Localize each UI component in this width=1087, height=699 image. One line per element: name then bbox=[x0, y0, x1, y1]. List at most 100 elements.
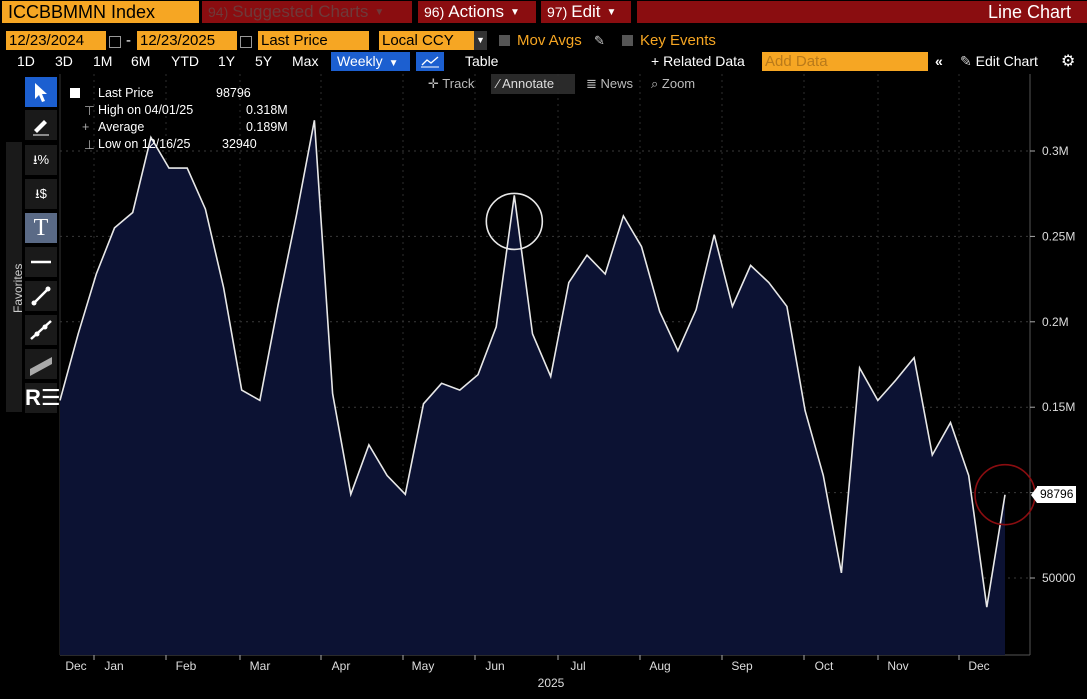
annotate-tool[interactable]: ⁄ Annotate bbox=[491, 74, 575, 94]
x-axis: Dec Jan Feb Mar Apr May Jun Jul Aug Sep Oct Nov Dec 2… bbox=[65, 655, 990, 690]
start-date-input[interactable]: 12/23/2024 bbox=[6, 31, 106, 50]
x-tick-label: Jun bbox=[485, 659, 504, 673]
price-line bbox=[59, 120, 1006, 608]
average-marker-icon: + bbox=[82, 120, 90, 134]
x-tick-label: Sep bbox=[731, 659, 753, 673]
chevron-down-icon[interactable]: ▼ bbox=[474, 31, 487, 50]
ticker-field[interactable]: ICCBBMMN Index bbox=[2, 1, 199, 23]
news-label: News bbox=[600, 76, 634, 91]
zoom-tool[interactable]: ⌕ Zoom bbox=[651, 75, 695, 93]
mov-avgs-checkbox[interactable] bbox=[499, 35, 510, 46]
range-ytd[interactable]: YTD bbox=[171, 53, 199, 69]
add-data-input[interactable]: Add Data bbox=[762, 52, 928, 71]
actions-label: Actions bbox=[448, 2, 504, 21]
ray-line-icon[interactable] bbox=[25, 315, 57, 345]
crosshair-icon: ✛ bbox=[428, 76, 439, 91]
x-tick-label: Oct bbox=[815, 659, 834, 673]
legend-last-value: 98796 bbox=[216, 86, 251, 100]
suggested-num: 94) bbox=[208, 4, 229, 20]
suggested-charts-menu[interactable]: 94) Suggested Charts ▼ bbox=[202, 1, 412, 23]
frequency-label: Weekly bbox=[337, 53, 383, 69]
range-max[interactable]: Max bbox=[292, 53, 319, 69]
percent-change-icon[interactable]: ⭳% bbox=[25, 145, 57, 175]
legend-high-value: 0.318M bbox=[246, 103, 288, 117]
favorites-bar[interactable] bbox=[6, 142, 22, 412]
edit-label: Edit bbox=[571, 2, 601, 21]
annotate-label: Annotate bbox=[502, 76, 555, 91]
range-6m[interactable]: 6M bbox=[131, 53, 151, 69]
calendar-icon[interactable] bbox=[240, 36, 252, 48]
edit-chart-button[interactable]: ✎ Edit Chart bbox=[960, 52, 1038, 71]
y-tick-label: 50000 bbox=[1042, 571, 1076, 585]
suggested-label: Suggested Charts bbox=[232, 2, 369, 21]
x-tick-label: Dec bbox=[65, 659, 86, 673]
pencil-icon: ✎ bbox=[960, 53, 972, 69]
range-1d[interactable]: 1D bbox=[17, 53, 35, 69]
price-area bbox=[60, 120, 1005, 656]
title-bar: ICCBBMMN Index 94) Suggested Charts ▼ 96) A… bbox=[0, 0, 1087, 25]
mov-avgs-label[interactable]: Mov Avgs bbox=[517, 32, 582, 49]
price-change-icon[interactable]: ⭳$ bbox=[25, 179, 57, 209]
gear-icon[interactable]: ⚙ bbox=[1061, 53, 1076, 70]
field-select[interactable]: Last Price bbox=[258, 31, 369, 50]
calendar-icon[interactable] bbox=[109, 36, 121, 48]
edit-menu[interactable]: 97) Edit ▼ bbox=[541, 1, 631, 23]
collapse-icon[interactable]: « bbox=[935, 53, 943, 69]
horizontal-line-icon[interactable] bbox=[25, 247, 57, 277]
y-tick-label: 0.2M bbox=[1042, 315, 1069, 329]
x-tick-label: May bbox=[412, 659, 435, 673]
track-tool[interactable]: ✛ Track bbox=[428, 75, 474, 93]
end-date-input[interactable]: 12/23/2025 bbox=[137, 31, 237, 50]
x-tick-label: Feb bbox=[176, 659, 197, 673]
x-tick-label: Jul bbox=[570, 659, 585, 673]
legend-average-value: 0.189M bbox=[246, 120, 288, 134]
zoom-label: Zoom bbox=[661, 76, 696, 91]
range-1y[interactable]: 1Y bbox=[218, 53, 236, 69]
table-button[interactable]: Table bbox=[465, 53, 499, 69]
date-separator: - bbox=[126, 32, 131, 49]
y-tick-label: 0.3M bbox=[1042, 144, 1069, 158]
text-tool-icon[interactable]: T bbox=[25, 213, 57, 243]
x-tick-label: Jan bbox=[104, 659, 123, 673]
related-data-button[interactable]: + Related Data bbox=[651, 53, 745, 69]
legend-low-label: Low on 12/16/25 bbox=[98, 137, 191, 151]
currency-select[interactable]: Local CCY bbox=[379, 31, 487, 50]
caret-down-icon: ▼ bbox=[606, 7, 617, 18]
legend-high-label: High on 04/01/25 bbox=[98, 103, 194, 117]
y-tick-label: 0.15M bbox=[1042, 400, 1075, 414]
cursor-icon[interactable] bbox=[25, 77, 57, 107]
channel-icon[interactable] bbox=[25, 349, 57, 379]
line-chart-icon[interactable] bbox=[416, 52, 444, 71]
caret-down-icon: ▼ bbox=[374, 7, 385, 18]
x-tick-label: Apr bbox=[332, 659, 351, 673]
news-tool[interactable]: ≣ News bbox=[586, 75, 633, 93]
actions-menu[interactable]: 96) Actions ▼ bbox=[418, 1, 536, 23]
caret-down-icon: ▼ bbox=[509, 7, 520, 18]
pen-tool-icon[interactable] bbox=[25, 110, 57, 140]
range-3d[interactable]: 3D bbox=[55, 53, 73, 69]
edit-num: 97) bbox=[547, 4, 568, 20]
last-price-pointer bbox=[1031, 486, 1037, 503]
regression-icon[interactable]: R☰ bbox=[25, 383, 61, 413]
last-price-tag: 98796 bbox=[1037, 486, 1077, 504]
legend-last-label: Last Price bbox=[98, 86, 154, 100]
zoom-icon: ⌕ bbox=[651, 76, 659, 91]
range-1m[interactable]: 1M bbox=[93, 53, 113, 69]
y-axis: 0.3M 0.25M 0.2M 0.15M 50000 bbox=[1030, 144, 1076, 585]
currency-label: Local CCY bbox=[382, 32, 454, 49]
key-events-label[interactable]: Key Events bbox=[640, 32, 716, 49]
pen-icon: ⁄ bbox=[497, 76, 500, 91]
annotation-circle[interactable] bbox=[485, 192, 544, 251]
key-events-checkbox[interactable] bbox=[622, 35, 633, 46]
y-tick-label: 0.25M bbox=[1042, 229, 1075, 243]
trend-line-icon[interactable] bbox=[25, 281, 57, 311]
x-year-label: 2025 bbox=[538, 676, 565, 690]
range-5y[interactable]: 5Y bbox=[255, 53, 273, 69]
caret-down-icon: ▼ bbox=[388, 58, 399, 69]
frequency-select[interactable]: Weekly ▼ bbox=[331, 52, 410, 71]
legend-average-label: Average bbox=[98, 120, 145, 134]
legend-swatch bbox=[70, 88, 80, 98]
x-tick-label: Aug bbox=[649, 659, 670, 673]
pencil-icon[interactable]: ✎ bbox=[594, 33, 605, 48]
